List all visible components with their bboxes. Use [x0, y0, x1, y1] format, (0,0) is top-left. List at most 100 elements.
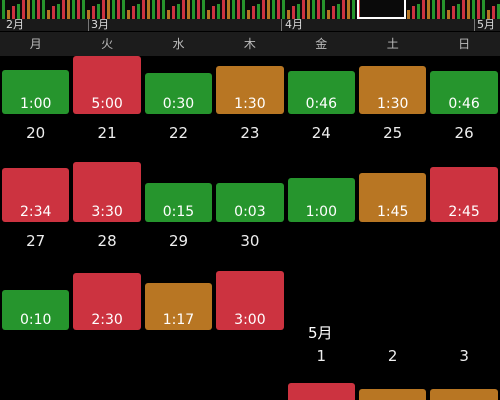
day-cell[interactable]: 1:30: [357, 56, 428, 118]
day-cell[interactable]: 21 3:30: [71, 118, 142, 226]
date-number: 21: [97, 124, 117, 142]
day-cell[interactable]: 0:46: [428, 56, 499, 118]
usage-value: 1:00: [19, 96, 52, 112]
timeline-bar: [47, 10, 50, 20]
timeline-bar: [97, 4, 100, 20]
weekday-fri: 金: [315, 37, 328, 51]
usage-value: 3:00: [234, 312, 266, 328]
usage-value: 5:00: [91, 96, 123, 112]
timeline-bar: [212, 6, 215, 20]
usage-bar[interactable]: [287, 383, 355, 400]
timeline-bar: [147, 0, 150, 20]
usage-bar[interactable]: 1:45: [359, 173, 427, 222]
timeline-bar: [252, 6, 255, 20]
usage-value: 1:17: [162, 312, 195, 328]
timeline-bar: [142, 0, 145, 20]
usage-bar[interactable]: 1:30: [359, 66, 427, 114]
month-label-feb: 2月: [6, 18, 24, 31]
timeline-bar: [417, 4, 420, 20]
date-number: 25: [383, 124, 403, 142]
day-cell[interactable]: 5:00: [71, 56, 142, 118]
usage-bar[interactable]: 0:46: [287, 71, 355, 114]
usage-bar[interactable]: 2:45: [430, 167, 498, 222]
day-cell[interactable]: 1: [286, 343, 357, 400]
day-cell[interactable]: 0:30: [143, 56, 214, 118]
usage-bar[interactable]: 0:30: [144, 73, 213, 114]
usage-bar[interactable]: 0:03: [216, 183, 284, 222]
timeline-bar: [122, 0, 125, 20]
timeline-bar: [232, 0, 235, 20]
weekday-thu: 木: [243, 37, 256, 51]
timeline-bar: [22, 0, 25, 20]
month-label-apr: 4月: [285, 18, 303, 31]
timeline-bar: [312, 0, 315, 20]
usage-value: 2:34: [19, 204, 52, 220]
usage-bar[interactable]: 0:46: [430, 71, 498, 114]
timeline-bar: [347, 0, 350, 20]
usage-value: 3:30: [91, 204, 123, 220]
timeline-bar: [262, 0, 265, 20]
day-cell[interactable]: 1:00: [0, 56, 71, 118]
next-month-row: 1 2 3: [0, 343, 500, 400]
timeline-bar: [2, 0, 5, 20]
usage-bar[interactable]: 0:10: [2, 290, 70, 330]
timeline-bar: [337, 4, 340, 20]
day-cell[interactable]: 28 2:30: [71, 226, 142, 334]
timeline-bar: [17, 4, 20, 20]
month-tick: [474, 19, 475, 31]
day-cell[interactable]: 1:30: [214, 56, 285, 118]
day-cell[interactable]: 0:46: [286, 56, 357, 118]
usage-bar[interactable]: 1:00: [287, 178, 355, 222]
usage-bar[interactable]: [430, 389, 498, 400]
usage-bar[interactable]: 5:00: [73, 56, 141, 114]
calendar-grid: 1:00 5:00 0:30 1:30 0:46 1:30 0:46 20 2:34 21 3:30…: [0, 56, 500, 400]
day-cell[interactable]: 3: [428, 343, 499, 400]
timeline-strip[interactable]: [0, 0, 500, 20]
date-number: 29: [168, 232, 189, 250]
timeline-bar: [77, 0, 80, 20]
month-label-may: 5月: [477, 18, 495, 31]
timeline-bar: [342, 0, 345, 20]
timeline-bar: [297, 4, 300, 20]
day-cell[interactable]: 24 1:00: [286, 118, 357, 226]
timeline-bar: [7, 10, 10, 20]
timeline-bar: [247, 10, 250, 20]
day-cell[interactable]: 20 2:34: [0, 118, 71, 226]
timeline-bar: [292, 6, 295, 20]
timeline-bar: [162, 0, 165, 20]
usage-bar[interactable]: [359, 389, 427, 400]
timeline-bar: [447, 10, 450, 20]
timeline-bar: [317, 0, 320, 20]
date-number: 23: [240, 124, 260, 142]
month-label-mar: 3月: [91, 18, 109, 31]
day-cell[interactable]: 23 0:03: [214, 118, 285, 226]
usage-bar[interactable]: 3:00: [216, 271, 284, 330]
date-number: 3: [459, 347, 469, 365]
usage-bar[interactable]: 1:00: [2, 70, 70, 114]
timeline-bar: [87, 10, 90, 20]
week-row: 20 2:34 21 3:30 22 0:15 23 0:03 24 1:00 25 1:45 26 2:…: [0, 118, 500, 226]
timeline-bar: [207, 10, 210, 20]
timeline-bar: [192, 0, 195, 20]
usage-bar[interactable]: 0:15: [144, 183, 213, 222]
date-number: 24: [311, 124, 331, 142]
usage-bar[interactable]: 3:30: [73, 162, 141, 222]
day-cell[interactable]: 22 0:15: [143, 118, 214, 226]
timeline-selection-box[interactable]: [357, 0, 406, 19]
usage-bar[interactable]: 1:30: [216, 66, 284, 114]
date-number: 28: [97, 232, 117, 250]
date-number: 1: [316, 347, 327, 365]
week-row: 27 0:10 28 2:30 29 1:17 30 3:00: [0, 226, 500, 334]
day-cell[interactable]: 30 3:00: [214, 226, 285, 334]
day-cell[interactable]: 27 0:10: [0, 226, 71, 334]
day-cell[interactable]: 29 1:17: [143, 226, 214, 334]
timeline-bar: [127, 10, 130, 20]
usage-bar[interactable]: 1:17: [144, 283, 213, 330]
day-cell[interactable]: 2: [357, 343, 428, 400]
day-cell[interactable]: 26 2:45: [428, 118, 499, 226]
usage-bar[interactable]: 2:30: [73, 273, 141, 330]
day-cell[interactable]: 25 1:45: [357, 118, 428, 226]
timeline-bar: [12, 6, 15, 20]
timeline-bar: [32, 0, 35, 20]
usage-bar[interactable]: 2:34: [2, 168, 70, 222]
